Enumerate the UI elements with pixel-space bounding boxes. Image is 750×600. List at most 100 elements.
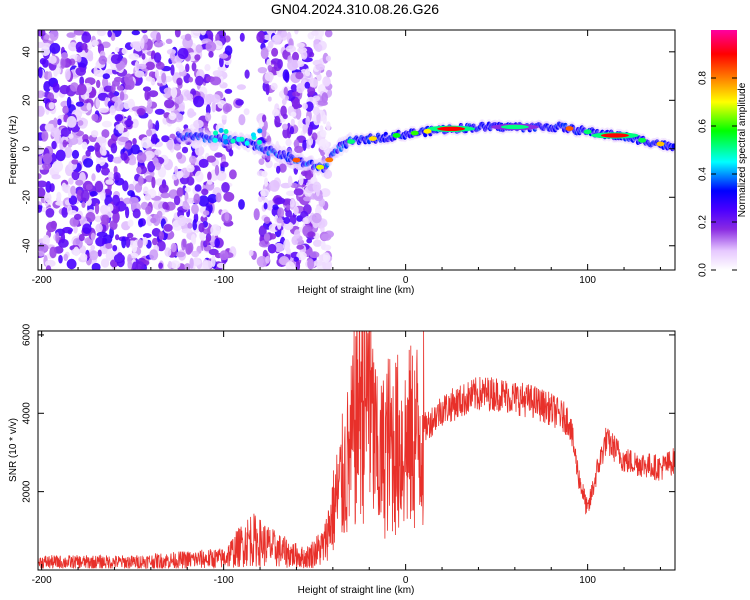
noise-blob: [220, 161, 229, 168]
noise-blob: [123, 100, 131, 110]
ridge-dot: [638, 137, 647, 143]
noise-blob: [64, 68, 71, 81]
noise-blob: [319, 188, 331, 198]
noise-blob: [205, 112, 212, 122]
noise-blob: [71, 159, 79, 165]
noise-blob: [132, 138, 137, 145]
noise-blob: [176, 77, 183, 86]
noise-blob: [175, 251, 186, 258]
noise-blob: [193, 193, 201, 205]
noise-blob: [207, 171, 212, 181]
noise-blob: [71, 149, 80, 159]
noise-blob: [286, 190, 296, 197]
noise-blob: [73, 225, 78, 234]
noise-blob: [155, 120, 160, 132]
noise-blob: [161, 72, 167, 84]
noise-blob: [207, 193, 218, 204]
noise-blob: [158, 183, 169, 194]
snr-panel: -200 -100 0 100 2000 4000 6000 Height of strai…: [8, 323, 676, 596]
noise-blob: [150, 217, 157, 224]
noise-blob: [283, 217, 291, 224]
noise-blob: [61, 52, 69, 60]
noise-blob: [86, 102, 92, 111]
noise-blob: [147, 119, 153, 131]
noise-blob: [142, 236, 148, 246]
noise-blob: [210, 94, 221, 104]
noise-blob: [256, 255, 268, 268]
noise-blob: [90, 130, 99, 138]
ridge-dot: [565, 126, 574, 131]
noise-blob: [131, 243, 138, 253]
noise-blob: [272, 108, 280, 117]
snr-x-tick-label: -100: [214, 575, 234, 586]
noise-blob: [214, 152, 223, 158]
noise-blob: [176, 152, 183, 160]
noise-blob: [115, 234, 120, 241]
noise-blob: [121, 47, 128, 55]
noise-blob: [192, 140, 203, 149]
noise-blob: [200, 215, 208, 223]
noise-blob: [118, 136, 129, 143]
noise-blob: [127, 219, 134, 227]
noise-blob: [98, 55, 108, 65]
noise-blob: [198, 195, 210, 207]
noise-blob: [163, 87, 173, 95]
ridge-dot: [423, 128, 432, 134]
noise-blob: [80, 253, 88, 261]
ridge-dot: [392, 133, 401, 138]
ridge-point: [335, 148, 340, 154]
noise-blob: [264, 71, 274, 82]
noise-blob: [81, 32, 92, 43]
noise-blob: [269, 233, 277, 240]
colorbar-ticks: 0.0 0.2 0.4 0.6 0.8: [698, 71, 737, 277]
noise-blob: [267, 65, 273, 72]
noise-blob: [194, 170, 204, 183]
noise-blob: [214, 238, 220, 248]
noise-blob: [181, 146, 189, 154]
colorbar-tick-label: 0.0: [698, 263, 709, 277]
noise-blob: [116, 85, 124, 91]
noise-blob: [238, 114, 246, 126]
noise-blob: [312, 106, 320, 116]
noise-blob: [186, 93, 194, 101]
noise-blob: [91, 39, 99, 46]
noise-blob: [171, 173, 178, 181]
noise-blob: [55, 232, 60, 244]
noise-blob: [119, 91, 125, 101]
noise-blob: [110, 143, 118, 154]
noise-blob: [51, 174, 61, 180]
noise-blob: [263, 120, 268, 131]
noise-blob: [285, 45, 296, 53]
ridge-point: [671, 143, 675, 149]
noise-blob: [274, 115, 281, 128]
spectrogram-ridge: [175, 119, 675, 178]
noise-blob: [174, 30, 181, 38]
noise-blob: [190, 30, 201, 39]
noise-blob: [68, 209, 77, 216]
noise-blob: [284, 95, 289, 101]
noise-blob: [167, 260, 172, 270]
noise-blob: [256, 31, 265, 43]
noise-blob: [131, 118, 139, 129]
noise-blob: [276, 217, 283, 224]
noise-blob: [62, 105, 69, 114]
snr-y-axis-label: SNR (10 * v/v): [8, 418, 19, 482]
noise-blob: [216, 262, 226, 269]
noise-blob: [95, 97, 100, 109]
noise-blob: [199, 230, 206, 241]
noise-blob: [173, 135, 182, 146]
noise-blob: [312, 181, 322, 193]
noise-blob: [38, 90, 45, 99]
noise-blob: [300, 170, 308, 177]
noise-blob: [302, 102, 308, 110]
noise-blob: [263, 202, 268, 210]
noise-blob: [191, 62, 197, 72]
noise-blob: [107, 30, 112, 38]
noise-blob: [154, 69, 159, 79]
noise-blob: [164, 247, 172, 257]
noise-blob: [176, 170, 184, 178]
noise-blob: [264, 177, 269, 187]
noise-blob: [156, 210, 163, 218]
noise-blob: [42, 162, 52, 170]
noise-blob: [210, 224, 221, 236]
